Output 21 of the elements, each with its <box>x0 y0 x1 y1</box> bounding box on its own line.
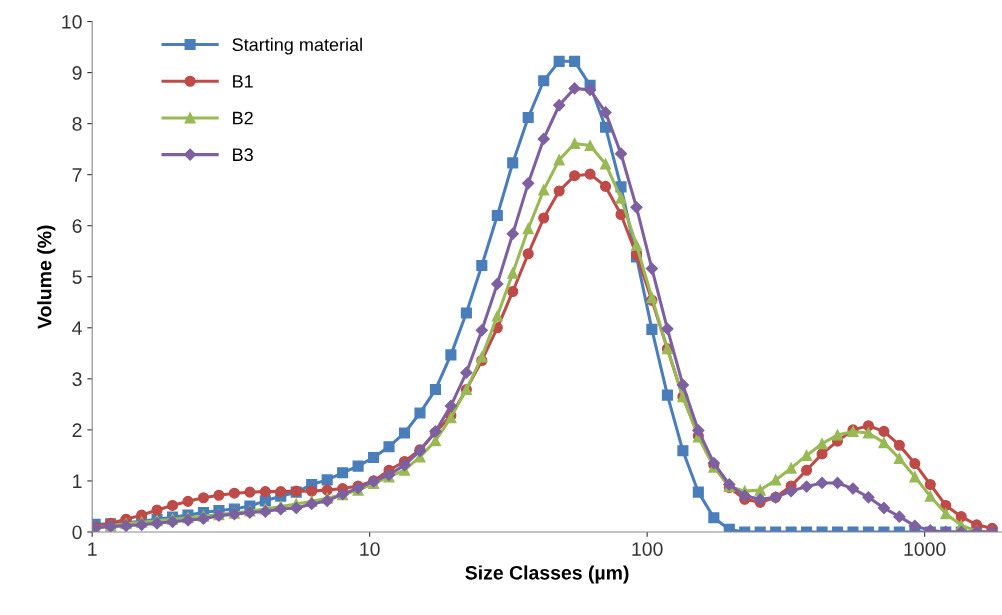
legend-label: Starting material <box>232 37 362 55</box>
y-tick-label: 6 <box>72 219 82 233</box>
y-tick-label: 1 <box>73 474 82 488</box>
y-tick-label: 3 <box>72 372 82 387</box>
y-tick-label: 10 <box>62 14 82 29</box>
y-tick-label: 7 <box>72 168 82 182</box>
x-axis-title: Size Classes (µm) <box>465 565 629 584</box>
y-tick-label: 4 <box>72 321 82 335</box>
y-axis-title: Volume (%) <box>37 225 56 329</box>
y-tick-label: 0 <box>72 525 82 540</box>
legend-label: B2 <box>233 111 253 125</box>
legend-label: B3 <box>233 148 253 162</box>
y-tick-label: 9 <box>72 66 82 80</box>
y-tick-label: 2 <box>72 423 82 437</box>
legend-label: B1 <box>233 75 253 88</box>
x-tick-label: 10 <box>360 542 380 556</box>
x-tick-label: 1000 <box>904 542 946 556</box>
y-tick-label: 5 <box>72 270 82 284</box>
y-tick-label: 8 <box>72 117 82 131</box>
x-tick-label: 100 <box>632 542 663 556</box>
x-tick-label: 1 <box>88 542 97 556</box>
